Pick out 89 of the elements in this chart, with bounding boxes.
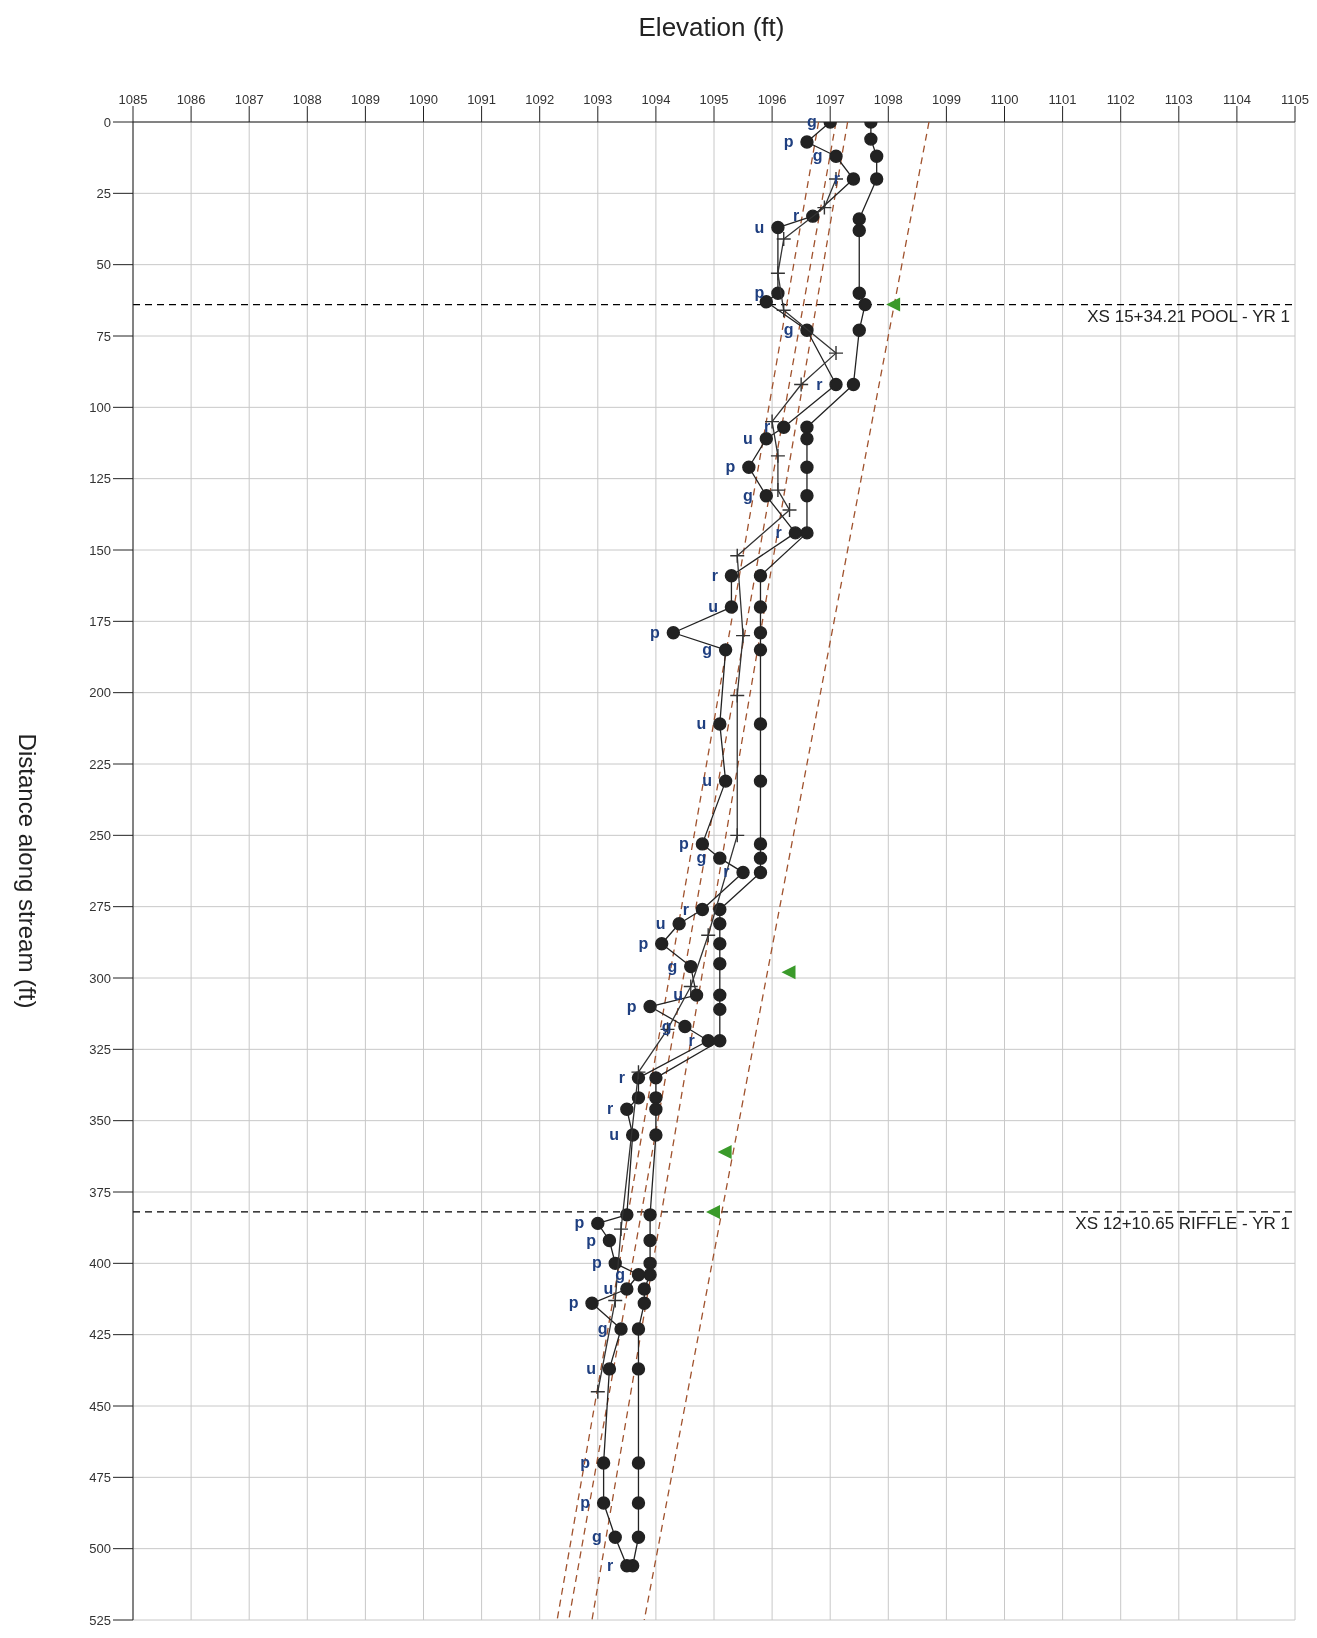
y-tick-label: 0 xyxy=(103,114,111,130)
data-label: r xyxy=(793,207,800,225)
y-tick-label: 75 xyxy=(96,328,111,344)
data-label: p xyxy=(754,284,765,302)
x-tick-label: 1099 xyxy=(931,92,961,107)
y-tick-label: 375 xyxy=(89,1184,111,1200)
x-tick-label: 1100 xyxy=(990,92,1019,107)
y-tick-label: 125 xyxy=(89,471,111,487)
data-label: u xyxy=(673,986,684,1004)
data-label: p xyxy=(586,1231,597,1249)
data-label: r xyxy=(688,1031,695,1049)
data-label: g xyxy=(702,640,713,658)
data-label: g xyxy=(743,486,753,504)
data-label: r xyxy=(833,170,840,188)
y-tick-label: 500 xyxy=(89,1541,111,1557)
data-label: u xyxy=(603,1280,614,1298)
y-tick-label: 150 xyxy=(89,542,111,558)
ref-line-label: XS 12+10.65 RIFFLE - YR 1 xyxy=(1075,1214,1290,1234)
data-label: p xyxy=(650,623,661,641)
y-tick-label: 400 xyxy=(89,1255,111,1271)
data-label: u xyxy=(586,1359,596,1377)
data-label: p xyxy=(679,834,690,852)
data-label: p xyxy=(626,997,637,1015)
x-tick-label: 1105 xyxy=(1281,92,1309,107)
x-axis-title: Elevation (ft) xyxy=(637,11,786,44)
y-axis-title: Distance along stream (ft) xyxy=(14,733,42,1009)
data-label: g xyxy=(597,1319,608,1337)
x-tick-label: 1091 xyxy=(467,92,497,107)
data-label: g xyxy=(696,849,707,867)
data-label: u xyxy=(609,1125,620,1143)
y-tick-label: 25 xyxy=(96,185,111,201)
x-tick-label: 1086 xyxy=(176,92,206,107)
x-tick-label: 1093 xyxy=(583,92,613,107)
y-tick-label: 425 xyxy=(89,1327,111,1343)
data-label: g xyxy=(783,321,794,339)
data-label: u xyxy=(696,715,707,733)
x-tick-label: 1089 xyxy=(350,92,380,107)
y-tick-label: 225 xyxy=(89,756,111,772)
data-label: u xyxy=(754,218,765,236)
y-tick-label: 450 xyxy=(89,1398,111,1414)
data-label: p xyxy=(580,1494,591,1512)
y-tick-label: 175 xyxy=(89,613,111,629)
x-tick-label: 1095 xyxy=(699,92,729,107)
data-label: r xyxy=(607,1100,614,1118)
y-tick-label: 325 xyxy=(89,1041,111,1057)
x-tick-label: 1088 xyxy=(292,92,322,107)
y-tick-label: 200 xyxy=(89,685,111,701)
data-label: r xyxy=(682,900,689,918)
data-label: r xyxy=(711,566,718,584)
data-label: p xyxy=(568,1294,579,1312)
data-label: r xyxy=(618,1068,625,1086)
data-label: u xyxy=(743,429,753,447)
x-tick-label: 1085 xyxy=(118,92,148,107)
data-label: p xyxy=(638,934,649,952)
y-tick-label: 50 xyxy=(96,257,111,273)
x-tick-label: 1090 xyxy=(409,92,438,107)
ref-line-label: XS 15+34.21 POOL - YR 1 xyxy=(1087,306,1290,326)
x-tick-label: 1104 xyxy=(1222,92,1251,107)
data-label: g xyxy=(812,147,823,165)
x-tick-label: 1102 xyxy=(1106,92,1135,107)
data-label: p xyxy=(591,1254,602,1272)
x-tick-label: 1101 xyxy=(1048,92,1077,107)
data-label: p xyxy=(574,1214,585,1232)
data-label: r xyxy=(816,375,823,393)
x-tick-label: 1103 xyxy=(1164,92,1193,107)
x-tick-label: 1096 xyxy=(757,92,787,107)
data-label: p xyxy=(725,458,736,476)
data-label: u xyxy=(702,772,713,790)
x-tick-label: 1097 xyxy=(815,92,845,107)
data-label: p xyxy=(580,1454,591,1472)
data-label: g xyxy=(667,957,678,975)
y-tick-label: 100 xyxy=(89,399,111,415)
data-label: u xyxy=(708,598,718,616)
x-tick-label: 1087 xyxy=(234,92,264,107)
y-tick-label: 475 xyxy=(89,1469,111,1485)
data-label: r xyxy=(607,1556,614,1574)
x-tick-label: 1092 xyxy=(525,92,555,107)
y-tick-label: 275 xyxy=(89,899,111,915)
data-label: r xyxy=(775,523,782,541)
data-label: r xyxy=(763,418,771,436)
y-tick-label: 250 xyxy=(89,827,111,843)
y-tick-label: 525 xyxy=(89,1612,111,1628)
x-tick-label: 1094 xyxy=(641,92,671,107)
y-tick-label: 350 xyxy=(89,1113,111,1129)
x-tick-label: 1098 xyxy=(873,92,903,107)
data-label: u xyxy=(655,914,666,932)
y-tick-label: 300 xyxy=(89,970,111,986)
data-label: g xyxy=(591,1528,602,1546)
data-label: p xyxy=(783,132,794,150)
